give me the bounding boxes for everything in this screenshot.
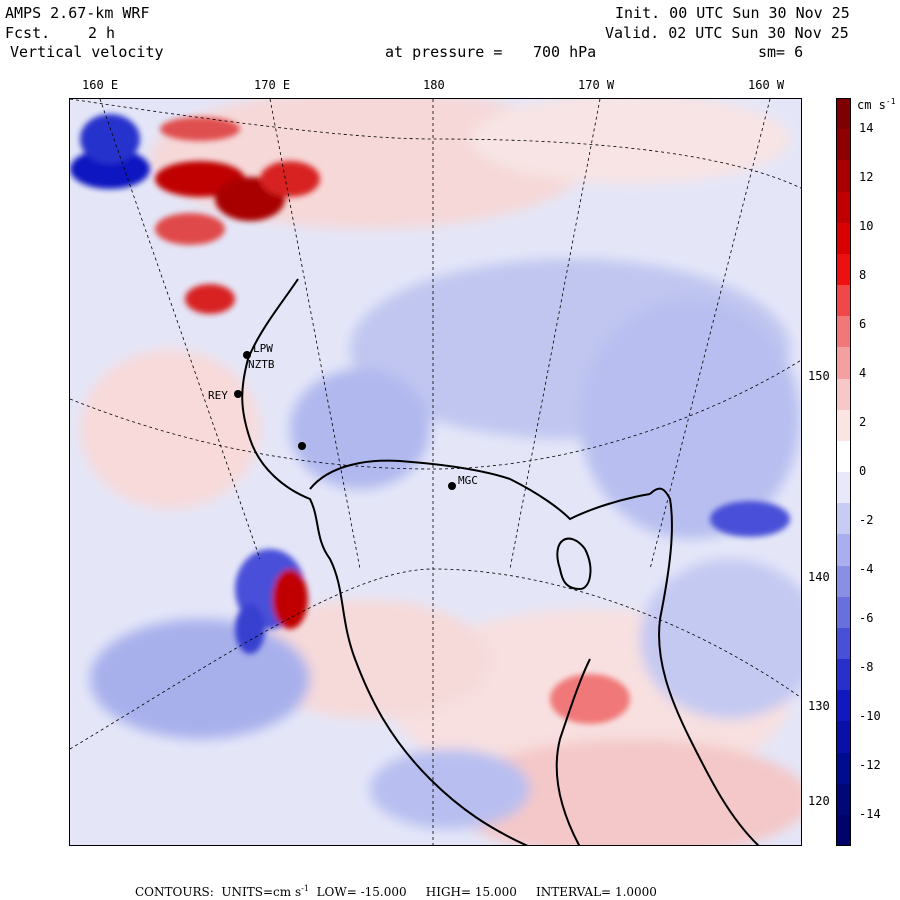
lon-label-160w: 160 W [748, 78, 785, 92]
colorbar-swatch [836, 285, 851, 317]
colorbar-swatch [836, 690, 851, 722]
station-label-rey: REY [208, 389, 228, 402]
map-field [70, 99, 801, 845]
lat-label-140w: 140 W [808, 570, 845, 584]
colorbar-swatch [836, 160, 851, 192]
colorbar-swatch [836, 347, 851, 379]
station-dot-mcm [298, 442, 306, 450]
coastline [241, 278, 760, 845]
colorbar-tick-label: -10 [859, 708, 881, 723]
lat-label-130w: 130 W [808, 699, 845, 713]
lat-label-150w: 150 W [808, 369, 845, 383]
colorbar-swatch [836, 129, 851, 161]
colorbar-tick-label: 2 [859, 415, 867, 430]
colorbar-swatch [836, 814, 851, 847]
station-label-mgc: MGC [458, 474, 478, 487]
colorbar-tick-label: 4 [859, 366, 867, 381]
station-label-lpw: LPW [253, 342, 273, 355]
lon-label-170w: 170 W [578, 78, 615, 92]
colorbar-swatch [836, 503, 851, 535]
colorbar-tick-label: -6 [859, 610, 874, 625]
colorbar-swatch [836, 627, 851, 660]
colorbar-swatch [836, 440, 851, 473]
smoothing: sm= 6 [758, 43, 804, 61]
map-panel: LPW NZTB REY MGC [69, 98, 802, 846]
colorbar-tick-label: -14 [859, 806, 881, 821]
lon-label-160e: 160 E [82, 78, 119, 92]
colorbar-swatch [836, 596, 851, 629]
station-dot-rey [234, 390, 242, 398]
init-time: Init. 00 UTC Sun 30 Nov 25 [615, 4, 850, 22]
colorbar-swatch [836, 752, 851, 785]
colorbar-tick-label: 12 [859, 170, 874, 185]
colorbar-tick-label: -2 [859, 512, 874, 527]
colorbar-tick-label: -12 [859, 757, 881, 772]
colorbar-swatch [836, 783, 851, 816]
colorbar-swatch [836, 191, 851, 224]
model-title: AMPS 2.67-km WRF [5, 4, 150, 22]
pressure-value: 700 hPa [533, 43, 597, 61]
velocity-shading [80, 99, 801, 845]
colorbar-tick-label: 14 [859, 121, 874, 136]
station-label-nztb: NZTB [248, 358, 275, 371]
colorbar-unit: cm s-1 [857, 97, 896, 112]
colorbar-tick-label: -8 [859, 659, 874, 674]
field-name: Vertical velocity [10, 43, 164, 61]
lon-label-170e: 170 E [254, 78, 291, 92]
colorbar-swatch [836, 534, 851, 566]
colorbar-swatch [836, 222, 851, 255]
colorbar-tick-label: 8 [859, 268, 867, 283]
colorbar-swatch [836, 659, 851, 691]
colorbar-swatch [836, 472, 851, 504]
station-markers [234, 351, 456, 490]
colorbar-swatch [836, 721, 851, 753]
colorbar-swatch [836, 565, 851, 598]
colorbar-swatch [836, 378, 851, 411]
colorbar-swatch [836, 98, 851, 130]
pressure-label: at pressure = [385, 43, 503, 61]
station-dot-mgc [448, 482, 456, 490]
station-dot-lpw [243, 351, 251, 359]
colorbar-swatch [836, 409, 851, 442]
colorbar-tick-label: 10 [859, 219, 874, 234]
strong-updraft-cores [70, 114, 790, 724]
graticule [70, 99, 801, 845]
lon-label-180: 180 [423, 78, 445, 92]
valid-time: Valid. 02 UTC Sun 30 Nov 25 [605, 24, 849, 42]
colorbar-tick-label: 6 [859, 317, 867, 332]
colorbar-swatch [836, 316, 851, 348]
forecast-hour: 2 h [88, 24, 116, 42]
forecast-label: Fcst. [5, 24, 51, 42]
footer-contours: CONTOURS: UNITS=cm s-1 LOW= -15.000 HIGH… [135, 884, 657, 899]
lat-label-120w: 120 W [808, 794, 845, 808]
colorbar-swatch [836, 253, 851, 286]
colorbar-tick-label: -4 [859, 561, 874, 576]
colorbar-tick-label: 0 [859, 464, 867, 478]
